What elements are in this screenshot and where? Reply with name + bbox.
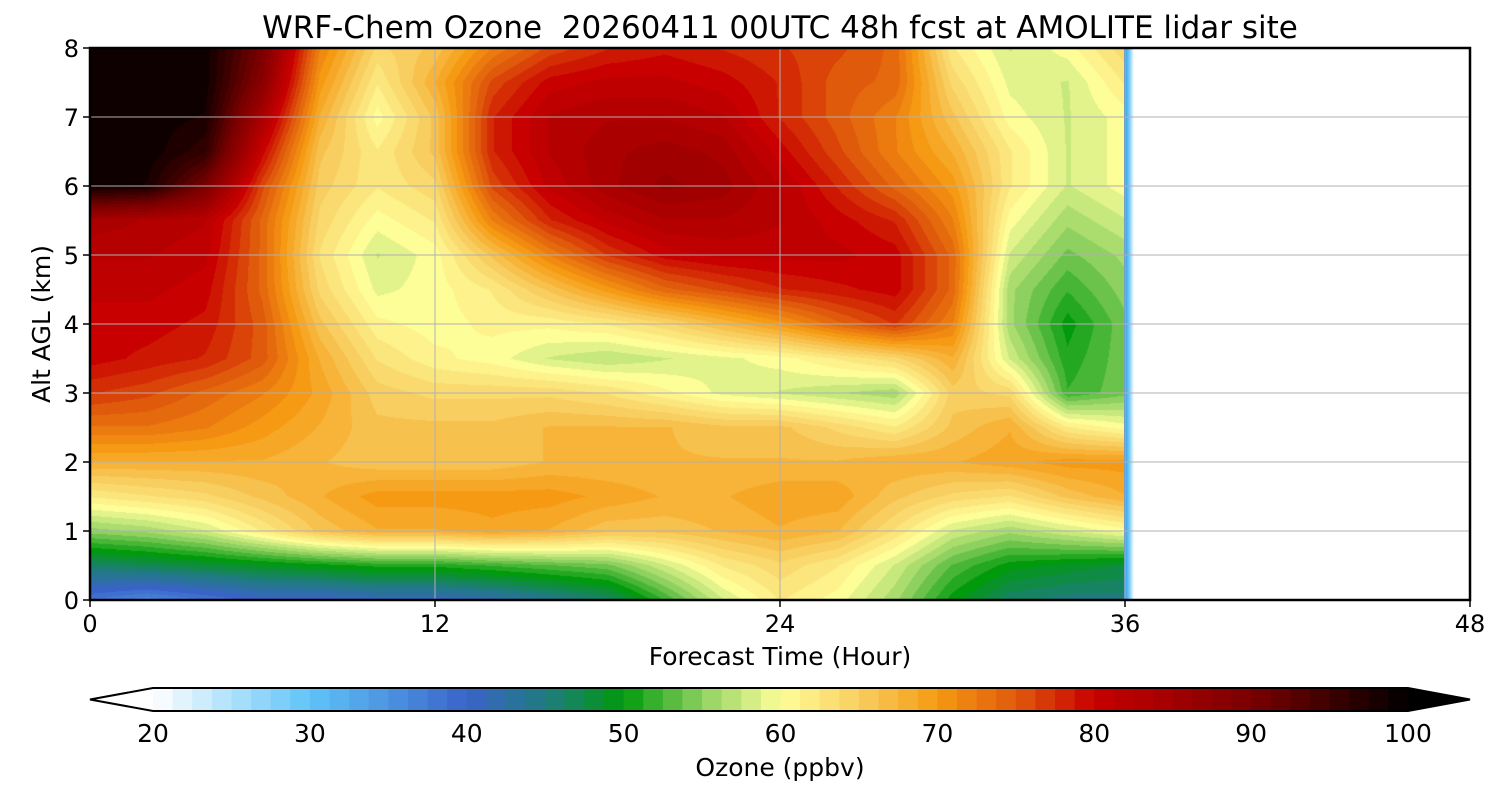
colorbar-segment bbox=[329, 688, 350, 711]
colorbar-segment bbox=[427, 688, 448, 711]
colorbar-tick-label: 70 bbox=[921, 719, 953, 748]
colorbar-segment bbox=[662, 688, 684, 711]
colorbar-segment bbox=[388, 688, 409, 711]
colorbar-tick-label: 20 bbox=[137, 719, 169, 748]
colorbar-segment bbox=[819, 688, 840, 711]
colorbar-segment bbox=[466, 688, 487, 711]
colorbar-segment bbox=[760, 688, 782, 711]
colorbar-segment bbox=[1113, 688, 1135, 711]
colorbar-segment bbox=[251, 688, 272, 711]
colorbar-segment bbox=[996, 688, 1017, 711]
colorbar-segment bbox=[643, 688, 664, 711]
colorbar-segment bbox=[525, 688, 546, 711]
colorbar-segment bbox=[564, 688, 586, 711]
colorbar-segment bbox=[290, 688, 311, 711]
x-tick-label: 0 bbox=[82, 610, 97, 638]
colorbar-segment bbox=[153, 688, 174, 711]
colorbar-segment bbox=[917, 688, 938, 711]
colorbar-segment bbox=[270, 688, 291, 711]
colorbar-segment bbox=[368, 688, 389, 711]
colorbar-segment bbox=[1055, 688, 1076, 711]
x-tick-label: 36 bbox=[1110, 610, 1141, 638]
colorbar-segment bbox=[545, 688, 566, 711]
colorbar-segment bbox=[584, 688, 605, 711]
colorbar-segment bbox=[682, 688, 703, 711]
colorbar-segment bbox=[702, 688, 723, 711]
colorbar-segment bbox=[741, 688, 762, 711]
colorbar-tick-label: 60 bbox=[765, 719, 797, 748]
colorbar-segment bbox=[349, 688, 370, 711]
y-tick-label: 8 bbox=[64, 35, 79, 63]
y-axis-label: Alt AGL (km) bbox=[27, 245, 56, 403]
colorbar: 20 30 40 50 60 70 80 90 100 bbox=[89, 687, 1471, 748]
y-tick-label: 6 bbox=[64, 173, 79, 201]
colorbar-segment bbox=[1133, 688, 1154, 711]
colorbar-segment bbox=[172, 688, 193, 711]
colorbar-label: Ozone (ppbv) bbox=[695, 753, 864, 782]
colorbar-segment bbox=[1349, 688, 1370, 711]
colorbar-segment bbox=[1094, 688, 1115, 711]
colorbar-segment bbox=[976, 688, 997, 711]
colorbar-segment bbox=[192, 688, 213, 711]
y-tick-label: 1 bbox=[64, 518, 79, 546]
x-tick-label: 48 bbox=[1455, 610, 1486, 638]
colorbar-tick-label: 100 bbox=[1384, 719, 1432, 748]
colorbar-segment bbox=[309, 688, 331, 711]
colorbar-segment bbox=[956, 688, 978, 711]
colorbar-segment bbox=[800, 688, 821, 711]
colorbar-segment bbox=[780, 688, 801, 711]
colorbar-segment bbox=[721, 688, 742, 711]
colorbar-segment bbox=[858, 688, 880, 711]
colorbar-segment bbox=[1153, 688, 1174, 711]
x-tick-label: 24 bbox=[765, 610, 796, 638]
x-axis-label: Forecast Time (Hour) bbox=[649, 642, 912, 671]
colorbar-segment bbox=[937, 688, 958, 711]
colorbar-segment bbox=[486, 688, 507, 711]
colorbar-segment bbox=[1231, 688, 1252, 711]
colorbar-segment bbox=[1035, 688, 1056, 711]
y-tick-label: 7 bbox=[64, 104, 79, 132]
colorbar-tick-label: 40 bbox=[451, 719, 483, 748]
colorbar-segment bbox=[623, 688, 644, 711]
colorbar-segment bbox=[1270, 688, 1291, 711]
colorbar-segment bbox=[231, 688, 252, 711]
colorbar-segment bbox=[447, 688, 468, 711]
colorbar-segment bbox=[1309, 688, 1331, 711]
colorbar-tick-label: 90 bbox=[1235, 719, 1267, 748]
colorbar-tick-label: 30 bbox=[294, 719, 326, 748]
colorbar-segment bbox=[1329, 688, 1350, 711]
colorbar-segment bbox=[1388, 688, 1409, 711]
colorbar-segment bbox=[1074, 688, 1095, 711]
colorbar-segment bbox=[211, 688, 233, 711]
x-tick-label: 12 bbox=[420, 610, 451, 638]
y-tick-label: 3 bbox=[64, 380, 79, 408]
colorbar-segment bbox=[878, 688, 899, 711]
colorbar-segment bbox=[1368, 688, 1389, 711]
y-tick-label: 2 bbox=[64, 449, 79, 477]
colorbar-segment bbox=[1290, 688, 1311, 711]
colorbar-segment bbox=[1172, 688, 1193, 711]
colorbar-outline bbox=[89, 687, 1471, 712]
colorbar-segment bbox=[898, 688, 919, 711]
colorbar-high-extend bbox=[1408, 688, 1470, 711]
chart-title: WRF-Chem Ozone 20260411 00UTC 48h fcst a… bbox=[262, 10, 1298, 46]
colorbar-segment bbox=[505, 688, 527, 711]
colorbar-segment bbox=[839, 688, 860, 711]
colorbar-tick-label: 80 bbox=[1078, 719, 1110, 748]
colorbar-segment bbox=[604, 688, 625, 711]
colorbar-segment bbox=[1251, 688, 1272, 711]
colorbar-segment bbox=[407, 688, 429, 711]
colorbar-low-extend bbox=[90, 688, 153, 711]
colorbar-segment bbox=[1192, 688, 1213, 711]
y-tick-label: 0 bbox=[64, 587, 79, 615]
colorbar-tick-label: 50 bbox=[608, 719, 640, 748]
y-tick-label: 4 bbox=[64, 311, 79, 339]
colorbar-segment bbox=[1211, 688, 1233, 711]
y-tick-label: 5 bbox=[64, 242, 79, 270]
colorbar-segment bbox=[1015, 688, 1037, 711]
